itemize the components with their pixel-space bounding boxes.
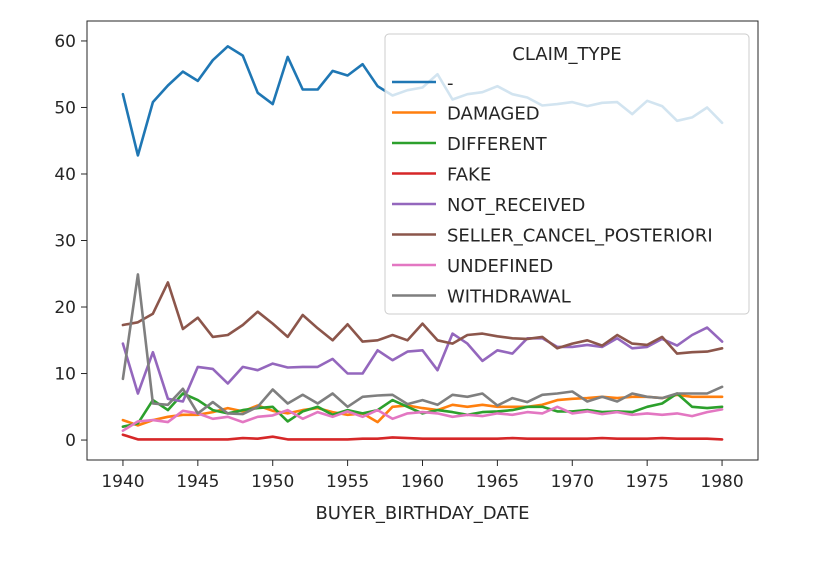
x-tick-label: 1945 xyxy=(176,472,219,492)
plot-area xyxy=(121,44,724,441)
y-tick-label: 10 xyxy=(54,365,76,385)
x-tick-label: 1980 xyxy=(700,472,743,492)
legend: CLAIM_TYPE - DAMAGED DIFFERENT FAKE NOT_RECE… xyxy=(384,33,750,315)
y-tick-label: 30 xyxy=(54,232,76,252)
y-tick-label: 20 xyxy=(54,298,76,318)
y-tick-label: 0 xyxy=(65,431,76,451)
series-line-withdrawal xyxy=(121,273,724,416)
x-tick-label: 1975 xyxy=(626,472,669,492)
series-line-not-received xyxy=(121,326,724,403)
x-axis-title: BUYER_BIRTHDAY_DATE xyxy=(315,503,529,524)
legend-box xyxy=(384,33,750,315)
x-tick-label: 1970 xyxy=(551,472,594,492)
x-tick-label: 1950 xyxy=(251,472,294,492)
legend-label: UNDEFINED xyxy=(447,256,553,277)
legend-label: DAMAGED xyxy=(447,104,540,125)
legend-label: - xyxy=(447,73,454,94)
x-axis-ticks: 1940 1945 1950 1955 1960 1965 1970 1975 1980 xyxy=(101,460,744,492)
x-tick-label: 1965 xyxy=(476,472,519,492)
legend-label: WITHDRAWAL xyxy=(447,287,571,308)
series-line-fake xyxy=(121,433,724,441)
x-tick-label: 1960 xyxy=(401,472,444,492)
y-tick-label: 40 xyxy=(54,165,76,185)
y-axis-ticks: 0 10 20 30 40 50 60 xyxy=(54,32,87,451)
y-tick-label: 60 xyxy=(54,32,76,52)
legend-label: DIFFERENT xyxy=(447,134,548,155)
x-tick-label: 1955 xyxy=(326,472,369,492)
series-line-different xyxy=(121,392,724,429)
axes-frame xyxy=(86,20,759,461)
legend-label: NOT_RECEIVED xyxy=(447,195,585,216)
series-line-undefined xyxy=(121,405,724,433)
legend-label: FAKE xyxy=(447,165,491,186)
series-line-seller-cancel-posteriori xyxy=(121,281,724,355)
y-tick-label: 50 xyxy=(54,98,76,118)
x-tick-label: 1940 xyxy=(101,472,144,492)
legend-title: CLAIM_TYPE xyxy=(512,44,621,65)
legend-label: SELLER_CANCEL_POSTERIORI xyxy=(447,226,713,247)
